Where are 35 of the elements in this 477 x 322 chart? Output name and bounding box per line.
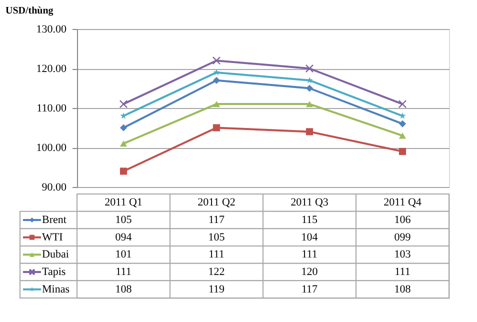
x-tick-label: 2011 Q2	[198, 196, 236, 209]
y-tick-label: 130.00	[36, 24, 67, 36]
data-label: 119	[208, 283, 226, 296]
data-label: 101	[115, 248, 132, 261]
data-label: 103	[394, 248, 412, 261]
data-label: 106	[394, 214, 412, 226]
data-label: 111	[208, 248, 224, 261]
data-label: 122	[208, 266, 225, 278]
data-label: 117	[208, 214, 226, 226]
data-label: 117	[301, 283, 318, 296]
y-tick-label: 90.00	[42, 182, 67, 194]
x-tick-label: 2011 Q1	[104, 196, 142, 209]
data-label: 108	[394, 283, 412, 296]
data-label: 111	[394, 266, 410, 278]
legend-label: Brent	[42, 214, 66, 226]
y-tick-label: 110.00	[36, 102, 67, 114]
legend-label: WTI	[42, 231, 64, 244]
y-tick-label: 120.00	[36, 63, 67, 75]
data-label: 105	[115, 214, 132, 226]
legend-label: Dubai	[42, 248, 69, 261]
y-axis-title: USD/thùng	[6, 6, 54, 16]
data-label: 108	[115, 283, 132, 296]
legend-label: Tapis	[42, 266, 66, 278]
data-label: 111	[116, 266, 132, 278]
x-tick-label: 2011 Q4	[384, 196, 422, 209]
data-label: 120	[301, 266, 318, 278]
data-label: 105	[208, 231, 226, 244]
x-tick-label: 2011 Q3	[290, 196, 329, 209]
data-label: 094	[115, 231, 132, 244]
data-label: 111	[302, 248, 318, 261]
data-label: 104	[301, 231, 318, 244]
data-label: 099	[394, 231, 412, 244]
legend-label: Minas	[42, 283, 70, 296]
y-tick-label: 100.00	[36, 142, 67, 154]
data-label: 115	[301, 214, 318, 226]
